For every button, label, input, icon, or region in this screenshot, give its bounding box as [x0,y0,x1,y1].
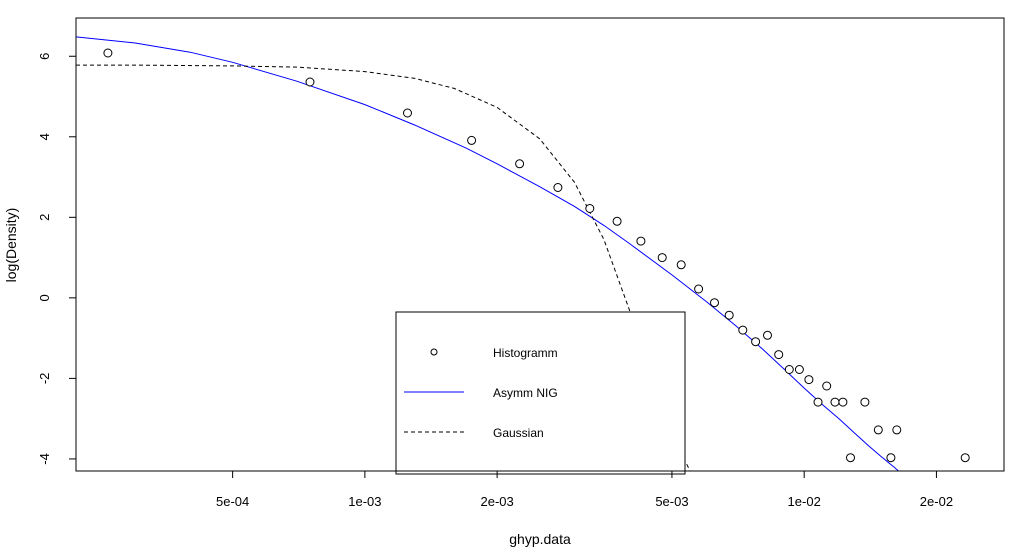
data-point [838,397,848,407]
data-point [763,330,772,340]
data-point [804,375,814,385]
data-point [305,77,315,87]
data-point [636,236,646,246]
data-point [846,453,855,463]
data-point [515,159,525,169]
data-point [403,108,412,118]
y-tick-label: -2 [37,373,52,385]
y-tick-label: 6 [37,53,52,60]
data-point [860,397,870,407]
data-point [784,365,794,374]
y-tick-label: 2 [37,214,52,221]
x-tick-label: 5e-03 [655,494,688,509]
legend-label: Histogramm [493,346,558,360]
legend-label: Asymm NIG [493,386,558,400]
data-point [467,135,477,145]
data-point [822,381,832,391]
data-point [553,183,563,192]
y-tick-label: 0 [37,294,52,301]
data-point [830,397,840,407]
data-point [886,453,896,463]
data-point [794,365,804,374]
x-tick-label: 2e-03 [480,494,513,509]
x-axis-label: ghyp.data [509,531,571,547]
plot-points [103,48,970,463]
data-point [751,337,761,347]
data-point [738,325,748,335]
data-point [676,260,686,270]
data-point [813,397,823,407]
data-point [960,453,970,463]
x-tick-label: 5e-04 [216,494,249,509]
data-point [873,425,883,435]
data-point [710,298,719,308]
data-point [724,310,734,320]
x-tick-label: 1e-03 [348,494,381,509]
x-axis: 5e-04 1e-03 2e-03 5e-03 1e-02 2e-02 [216,470,953,509]
data-point [103,48,113,58]
x-tick-label: 1e-02 [788,494,821,509]
x-tick-label: 2e-02 [920,494,953,509]
data-point [612,216,622,226]
legend-marker-histogramm [430,348,438,356]
y-axis: -4 -2 0 2 4 6 [37,53,77,465]
data-point [892,425,902,435]
y-axis-label: log(Density) [3,208,19,283]
data-point [657,253,667,263]
data-point [585,204,595,213]
y-tick-label: -4 [37,453,52,465]
data-point [694,284,704,294]
legend-label: Gaussian [493,426,544,440]
y-tick-label: 4 [37,133,52,140]
legend: Histogramm Asymm NIG Gaussian [395,311,686,475]
legend-box [395,311,686,475]
data-point [774,350,784,360]
